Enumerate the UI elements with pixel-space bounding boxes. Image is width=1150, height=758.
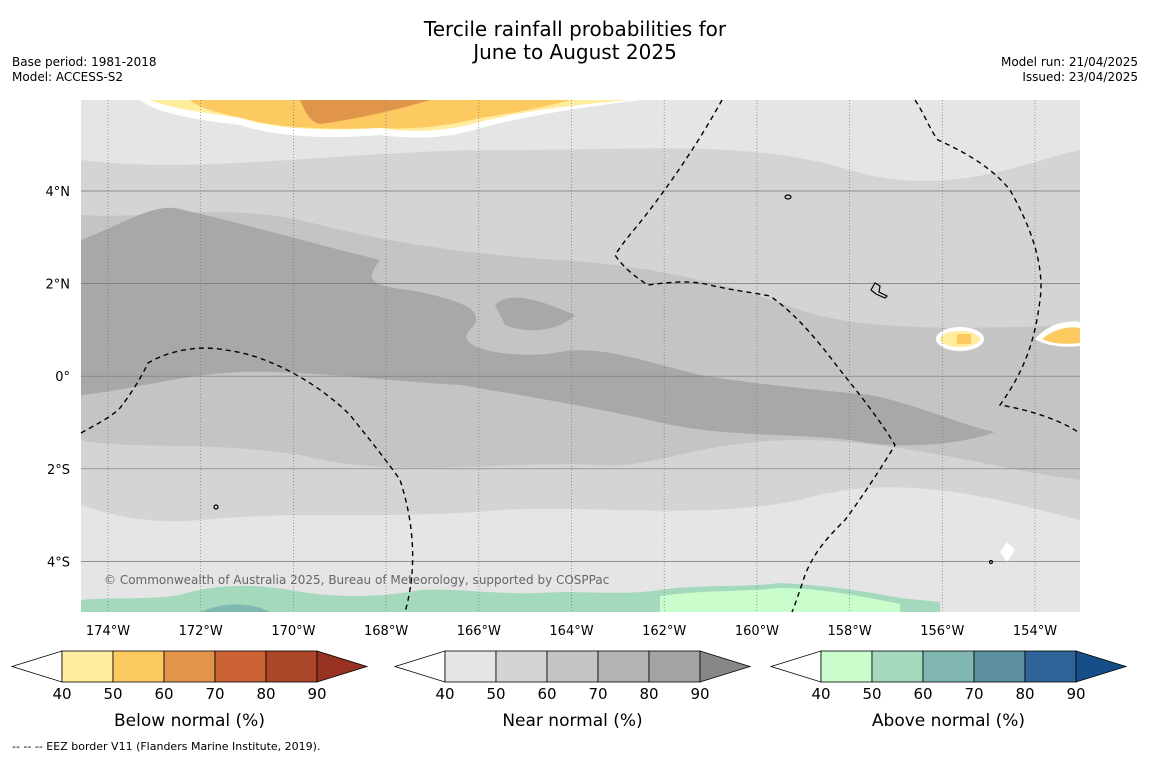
above-normal-40-region xyxy=(660,588,900,612)
near-normal-70-region xyxy=(81,207,995,446)
eez-border-east xyxy=(914,99,1079,433)
lon-tick-label: 166°W xyxy=(457,624,501,639)
lon-tick-label: 162°W xyxy=(642,624,686,639)
colorbar-segment xyxy=(648,650,701,683)
white-spot xyxy=(1000,542,1015,562)
colorbar-tick: 90 xyxy=(690,685,709,703)
chart-title: Tercile rainfall probabilities for June … xyxy=(0,18,1150,64)
near-normal-70-patch xyxy=(495,297,575,331)
colorbar-label: Above normal (%) xyxy=(872,711,1025,731)
colorbar-segment xyxy=(1024,650,1077,683)
longitude-labels: 174°W 172°W 170°W 168°W 166°W 164°W 162°W 160°W… xyxy=(86,624,1057,639)
colorbars: 40 50 60 70 80 90 Below normal (%) 40 50 60 70 80 90… xyxy=(10,650,1128,731)
colorbar-tick: 80 xyxy=(639,685,658,703)
colorbar-segment xyxy=(61,650,114,683)
lon-tick-label: 172°W xyxy=(179,624,223,639)
lat-tick-label: 4°N xyxy=(46,185,71,200)
below-normal-50-region xyxy=(190,100,570,129)
footer-note: -- -- -- EEZ border V11 (Flanders Marine… xyxy=(12,740,321,753)
map-field xyxy=(81,100,1080,612)
colorbar-segment xyxy=(546,650,599,683)
eez-border-center xyxy=(614,99,896,613)
colorbar-label: Below normal (%) xyxy=(114,711,265,731)
graticule xyxy=(81,100,1080,612)
latitude-labels: 4°N 2°N 0° 2°S 4°S xyxy=(46,185,71,570)
model-info: Base period: 1981-2018 Model: ACCESS-S2 xyxy=(12,55,157,85)
colorbar-min-extend xyxy=(393,650,446,683)
lat-tick-label: 4°S xyxy=(47,555,70,570)
colorbar: 40 50 60 70 80 90 Near normal (%) xyxy=(393,650,752,731)
colorbar-segment xyxy=(922,650,975,683)
base-period: Base period: 1981-2018 xyxy=(12,55,157,69)
model-name: Model: ACCESS-S2 xyxy=(12,70,124,84)
colorbar: 40 50 60 70 80 90 Below normal (%) xyxy=(10,650,369,731)
colorbar-max-extend xyxy=(1075,650,1128,683)
colorbar: 40 50 60 70 80 90 Above normal (%) xyxy=(769,650,1128,731)
colorbar-tick: 40 xyxy=(52,685,71,703)
copyright-notice: © Commonwealth of Australia 2025, Bureau… xyxy=(104,573,609,587)
colorbar-tick: 80 xyxy=(256,685,275,703)
colorbar-tick: 70 xyxy=(964,685,983,703)
lat-tick-label: 2°S xyxy=(47,463,70,478)
issued-date: Issued: 23/04/2025 xyxy=(1022,70,1138,84)
above-normal-60-region xyxy=(200,604,270,612)
colorbar-tick: 60 xyxy=(913,685,932,703)
colorbar-tick: 40 xyxy=(435,685,454,703)
run-info: Model run: 21/04/2025 Issued: 23/04/2025 xyxy=(1001,55,1138,85)
below-normal-patch-core xyxy=(957,334,971,344)
colorbar-tick: 90 xyxy=(1066,685,1085,703)
lon-tick-label: 156°W xyxy=(920,624,964,639)
colorbar-tick: 50 xyxy=(486,685,505,703)
lon-tick-label: 170°W xyxy=(271,624,315,639)
colorbar-segment xyxy=(112,650,165,683)
island-4 xyxy=(988,559,994,565)
colorbar-segment xyxy=(495,650,548,683)
island-3 xyxy=(213,504,219,510)
colorbar-tick: 60 xyxy=(537,685,556,703)
below-normal-edge-patch xyxy=(1042,327,1080,344)
lon-tick-label: 174°W xyxy=(86,624,130,639)
colorbar-segment xyxy=(214,650,267,683)
island-1 xyxy=(784,194,792,200)
colorbar-min-extend xyxy=(769,650,822,683)
colorbar-tick: 50 xyxy=(862,685,881,703)
colorbar-segment xyxy=(973,650,1026,683)
colorbar-tick: 50 xyxy=(103,685,122,703)
island-2 xyxy=(870,282,889,299)
colorbar-segment xyxy=(871,650,924,683)
colorbar-segment xyxy=(820,650,873,683)
islands xyxy=(213,194,994,565)
colorbar-min-extend xyxy=(10,650,63,683)
colorbar-segment xyxy=(444,650,497,683)
lat-tick-label: 2°N xyxy=(46,278,71,293)
lon-tick-label: 164°W xyxy=(549,624,593,639)
colorbar-tick: 70 xyxy=(205,685,224,703)
colorbar-tick: 90 xyxy=(307,685,326,703)
colorbar-segment xyxy=(163,650,216,683)
lon-tick-label: 154°W xyxy=(1013,624,1057,639)
below-normal-60-region xyxy=(300,100,430,124)
lat-tick-label: 0° xyxy=(55,370,70,385)
eez-border-west xyxy=(80,347,414,613)
lon-tick-label: 160°W xyxy=(735,624,779,639)
colorbar-tick: 60 xyxy=(154,685,173,703)
colorbar-segment xyxy=(265,650,318,683)
eez-borders xyxy=(80,99,1079,613)
lon-tick-label: 158°W xyxy=(828,624,872,639)
colorbar-max-extend xyxy=(699,650,752,683)
colorbar-segment xyxy=(597,650,650,683)
colorbar-label: Near normal (%) xyxy=(502,711,642,731)
title-line-1: Tercile rainfall probabilities for xyxy=(423,17,727,41)
lon-tick-label: 168°W xyxy=(364,624,408,639)
model-run-date: Model run: 21/04/2025 xyxy=(1000,55,1138,69)
colorbar-tick: 40 xyxy=(811,685,830,703)
colorbar-tick: 80 xyxy=(1015,685,1034,703)
colorbar-max-extend xyxy=(316,650,369,683)
colorbar-tick: 70 xyxy=(588,685,607,703)
title-line-2: June to August 2025 xyxy=(473,40,677,64)
